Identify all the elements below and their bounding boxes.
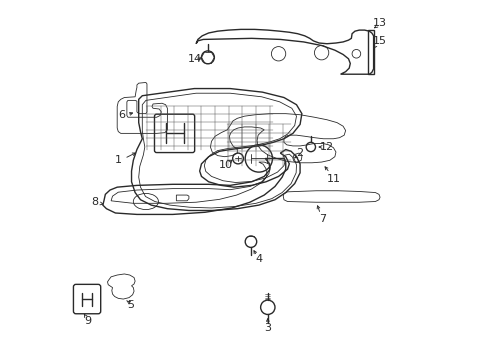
Text: 6: 6 [118, 111, 125, 121]
Text: 12: 12 [319, 142, 333, 152]
Text: 5: 5 [127, 300, 134, 310]
Text: 11: 11 [326, 174, 340, 184]
Text: 1: 1 [115, 155, 122, 165]
Text: 8: 8 [91, 197, 98, 207]
Text: 13: 13 [372, 18, 386, 28]
Text: 14: 14 [187, 54, 202, 64]
Text: 7: 7 [319, 215, 325, 224]
Text: 10: 10 [219, 160, 232, 170]
Text: 2: 2 [296, 148, 303, 158]
Text: 9: 9 [84, 316, 91, 325]
Text: 4: 4 [255, 254, 262, 264]
Text: 15: 15 [372, 36, 386, 46]
Text: 3: 3 [264, 323, 271, 333]
